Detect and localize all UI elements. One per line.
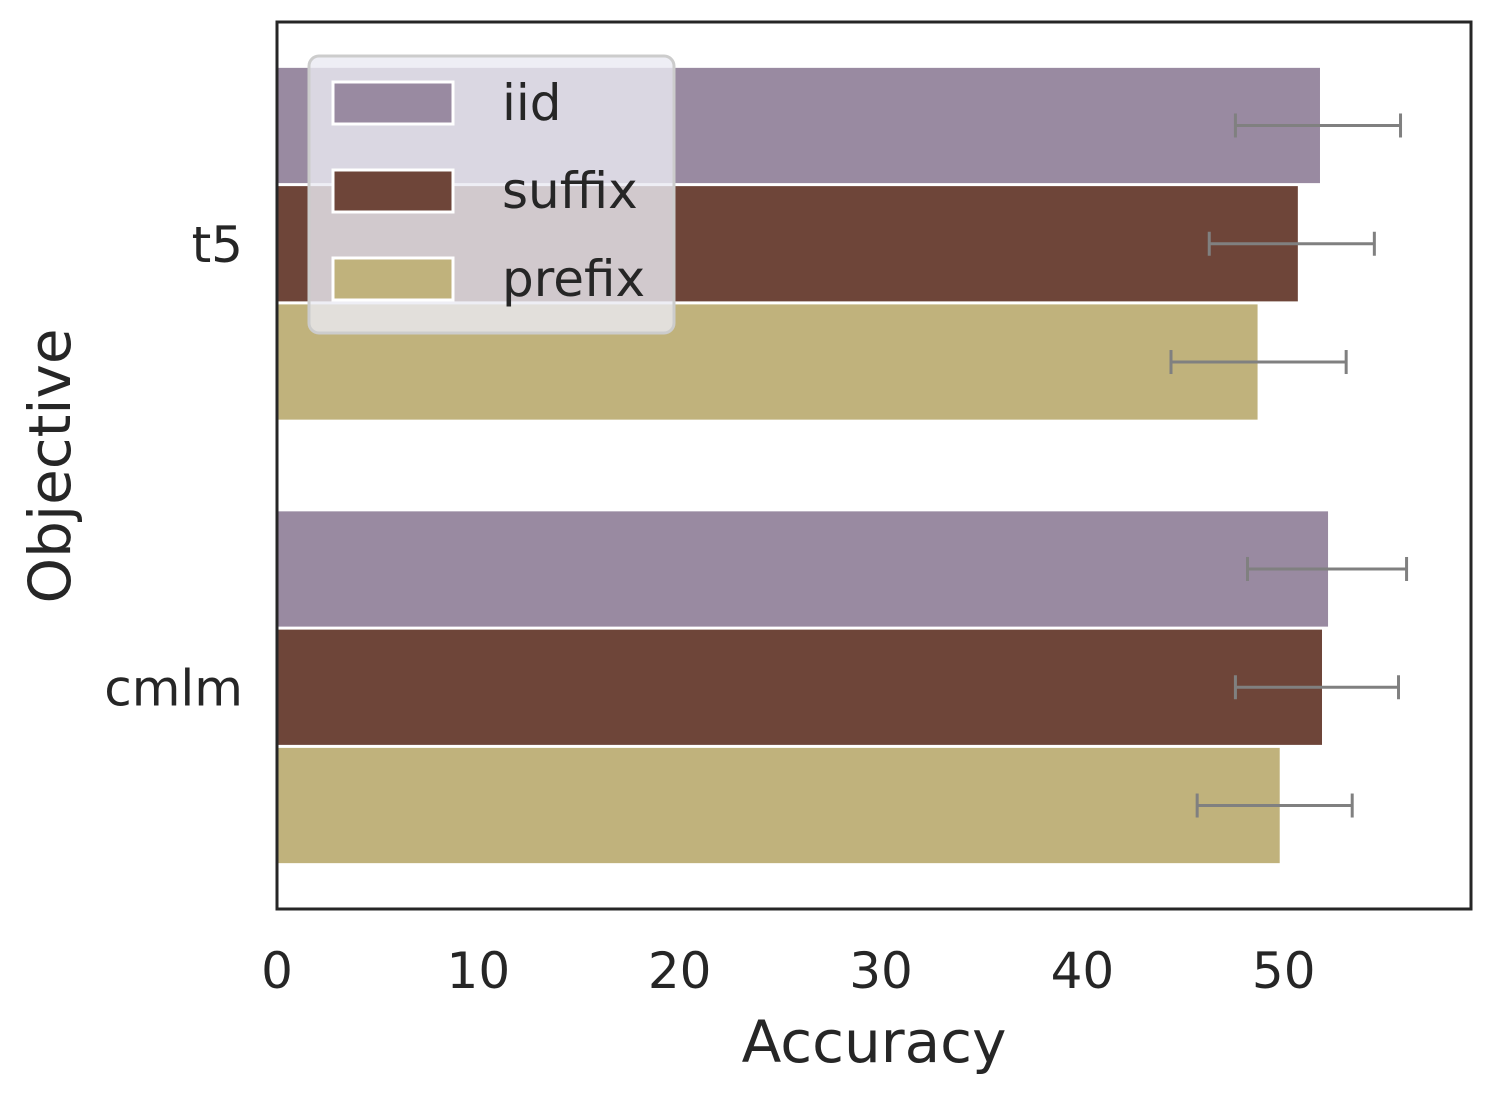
y-tick-label-t5: t5	[192, 216, 243, 274]
error-bars-layer	[1169, 113, 1409, 818]
legend-label-prefix: prefix	[502, 250, 645, 308]
error-bar-prefix-cmlm	[1195, 793, 1354, 818]
x-tick-label: 20	[648, 942, 712, 1000]
y-tick-label-cmlm: cmlm	[104, 659, 243, 717]
legend-label-iid: iid	[502, 74, 562, 132]
bars-layer	[277, 67, 1329, 864]
legend-label-suffix: suffix	[502, 162, 638, 220]
error-bar-suffix-t5	[1207, 231, 1376, 256]
error-bar-suffix-cmlm	[1233, 675, 1401, 700]
y-axis-ticks: t5 cmlm	[104, 216, 243, 718]
y-axis-label: Objective	[16, 328, 84, 603]
error-bar-iid-t5	[1233, 113, 1403, 138]
plot-frame	[275, 20, 1473, 911]
legend-swatch-suffix	[331, 168, 455, 214]
x-tick-label: 50	[1252, 942, 1316, 1000]
x-tick-label: 30	[849, 942, 913, 1000]
x-tick-label: 40	[1051, 942, 1115, 1000]
legend: iid suffix prefix	[307, 54, 676, 335]
x-tick-label: 10	[447, 942, 511, 1000]
legend-swatch-iid	[331, 80, 455, 126]
bar-prefix-cmlm	[277, 747, 1280, 864]
bar-suffix-cmlm	[277, 629, 1323, 745]
x-axis-label: Accuracy	[742, 1008, 1007, 1076]
x-tick-label: 0	[261, 942, 293, 1000]
error-bar-prefix-t5	[1169, 350, 1348, 375]
x-axis-ticks: 0 10 20 30 40 50	[261, 942, 1315, 1000]
legend-swatch-prefix	[331, 256, 455, 302]
bar-iid-cmlm	[277, 511, 1329, 627]
error-bar-iid-cmlm	[1246, 556, 1409, 581]
